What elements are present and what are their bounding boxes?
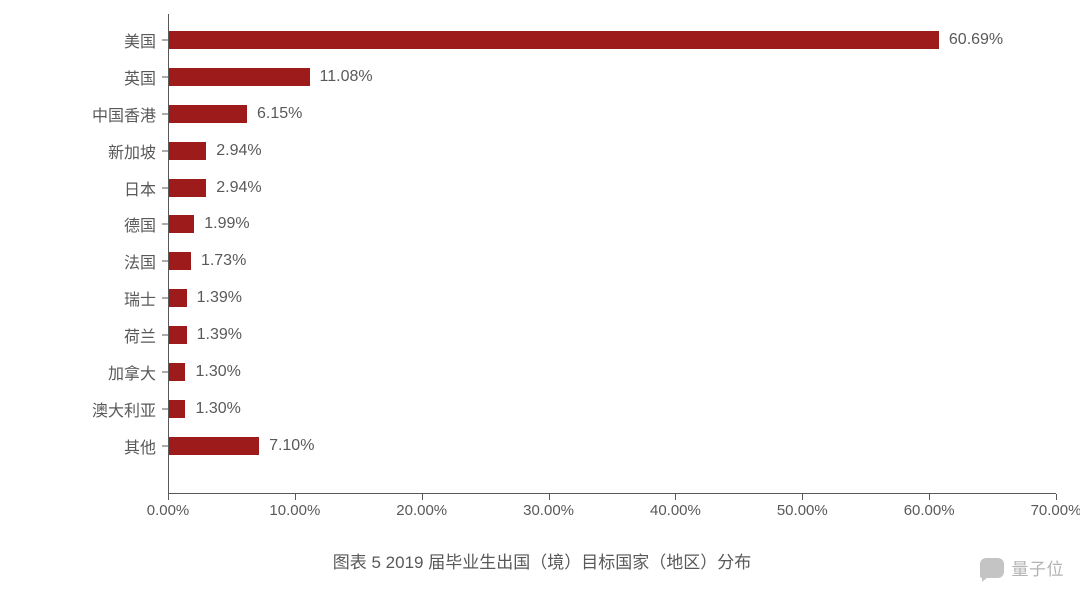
y-axis-label: 新加坡 — [108, 139, 156, 163]
x-axis-tick-mark — [549, 494, 550, 500]
y-axis-label: 其他 — [124, 434, 156, 458]
y-axis-label: 日本 — [124, 176, 156, 200]
y-axis-label: 加拿大 — [108, 360, 156, 384]
y-axis-label: 荷兰 — [124, 323, 156, 347]
bar: 60.69% — [169, 31, 939, 49]
bar: 2.94% — [169, 179, 206, 197]
bar-value-label: 2.94% — [216, 179, 261, 197]
y-axis-label: 德国 — [124, 212, 156, 236]
bar: 1.39% — [169, 326, 187, 344]
bar: 1.73% — [169, 252, 191, 270]
bar-value-label: 6.15% — [257, 105, 302, 123]
bar-value-label: 2.94% — [216, 142, 261, 160]
bar: 1.39% — [169, 289, 187, 307]
plot-area: 60.69% 11.08% 6.15% 2.94% 2.94% 1.99% 1.73% 1.3… — [168, 14, 1056, 494]
bar-value-label: 60.69% — [949, 31, 1003, 49]
x-axis-tick-label: 30.00% — [523, 502, 574, 519]
x-axis-tick-mark — [168, 494, 169, 500]
x-axis-tick-label: 0.00% — [147, 502, 190, 519]
y-axis-label: 英国 — [124, 65, 156, 89]
bar-value-label: 1.30% — [195, 363, 240, 381]
x-axis-ticks: 0.00%10.00%20.00%30.00%40.00%50.00%60.00… — [168, 494, 1056, 534]
y-axis-label: 澳大利亚 — [92, 397, 156, 421]
y-axis-label: 中国香港 — [92, 102, 156, 126]
bar: 1.99% — [169, 215, 194, 233]
x-axis-tick-mark — [1056, 494, 1057, 500]
bar: 2.94% — [169, 142, 206, 160]
bar-value-label: 1.39% — [197, 289, 242, 307]
watermark-text: 量子位 — [1012, 555, 1065, 580]
wechat-icon — [980, 558, 1004, 578]
y-axis-label: 法国 — [124, 249, 156, 273]
watermark: 量子位 — [980, 555, 1065, 580]
x-axis-tick-mark — [422, 494, 423, 500]
bar: 1.30% — [169, 363, 185, 381]
bar-value-label: 11.08% — [320, 68, 373, 86]
x-axis-tick-mark — [802, 494, 803, 500]
bar-value-label: 1.73% — [201, 252, 246, 270]
x-axis-tick-label: 20.00% — [396, 502, 447, 519]
bar: 11.08% — [169, 68, 310, 86]
y-axis-labels: 美国英国中国香港新加坡日本德国法国瑞士荷兰加拿大澳大利亚其他 — [28, 14, 168, 494]
x-axis-tick-mark — [929, 494, 930, 500]
bar: 7.10% — [169, 437, 259, 455]
x-axis-tick-mark — [295, 494, 296, 500]
bar-value-label: 1.30% — [195, 400, 240, 418]
x-axis-tick-label: 60.00% — [904, 502, 955, 519]
x-axis-tick-label: 70.00% — [1031, 502, 1080, 519]
bar-value-label: 1.39% — [197, 326, 242, 344]
x-axis-tick-mark — [675, 494, 676, 500]
bar-value-label: 7.10% — [269, 437, 314, 455]
chart-container: 美国英国中国香港新加坡日本德国法国瑞士荷兰加拿大澳大利亚其他 60.69% 11.… — [28, 14, 1056, 566]
x-axis-tick-label: 40.00% — [650, 502, 701, 519]
x-axis-tick-label: 50.00% — [777, 502, 828, 519]
bar: 1.30% — [169, 400, 185, 418]
y-axis-label: 美国 — [124, 28, 156, 52]
bar-value-label: 1.99% — [204, 215, 249, 233]
y-axis-label: 瑞士 — [124, 286, 156, 310]
x-axis-tick-label: 10.00% — [269, 502, 320, 519]
bar: 6.15% — [169, 105, 247, 123]
plot-region: 美国英国中国香港新加坡日本德国法国瑞士荷兰加拿大澳大利亚其他 60.69% 11.… — [28, 14, 1056, 494]
chart-caption: 图表 5 2019 届毕业生出国（境）目标国家（地区）分布 — [28, 548, 1056, 573]
